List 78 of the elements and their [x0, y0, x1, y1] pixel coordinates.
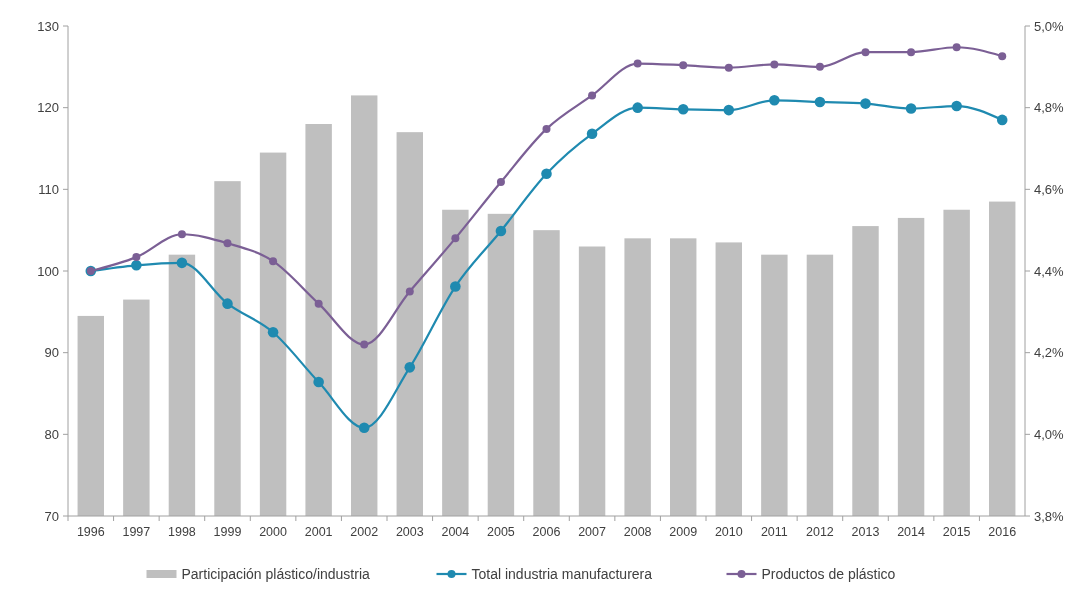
y-tick-label: 100 — [37, 263, 59, 279]
point — [404, 362, 416, 373]
y2-tick-label: 4,4% — [1034, 263, 1065, 279]
x-tick-label: 2005 — [487, 525, 515, 539]
point — [814, 96, 826, 108]
point — [998, 52, 1007, 61]
point — [632, 102, 643, 113]
point — [860, 98, 871, 109]
x-tick-label: 2003 — [395, 525, 424, 539]
x-tick-label: 1997 — [122, 525, 151, 539]
point — [542, 124, 551, 133]
y2-tick-label: 5,0% — [1034, 18, 1065, 34]
y-tick-label: 70 — [44, 508, 59, 524]
x-tick-label: 2004 — [441, 525, 470, 539]
point — [360, 340, 369, 349]
point — [496, 177, 505, 186]
point — [996, 114, 1008, 126]
point — [951, 100, 962, 112]
point — [586, 128, 598, 140]
point — [677, 104, 689, 115]
point — [223, 239, 232, 248]
point — [495, 225, 507, 237]
point — [815, 62, 824, 71]
x-tick-label: 2008 — [623, 525, 652, 539]
point — [451, 234, 460, 243]
point — [633, 59, 642, 68]
x-tick-label: 2002 — [350, 525, 379, 539]
y2-tick-label: 4,8% — [1034, 100, 1065, 116]
x-tick-label: 2010 — [714, 525, 743, 539]
point — [952, 43, 961, 52]
y2-tick-label: 4,2% — [1034, 345, 1065, 361]
x-tick-label: 2001 — [304, 525, 333, 539]
point — [861, 48, 870, 57]
point — [405, 287, 414, 296]
y-tick-label: 90 — [44, 345, 59, 361]
legend-label: Total industria manufacturera — [471, 565, 653, 582]
point — [679, 61, 688, 70]
point — [450, 281, 461, 292]
point — [131, 259, 142, 271]
legend-label: Productos de plástico — [761, 565, 896, 582]
y-tick-label: 110 — [38, 181, 59, 197]
x-tick-label: 2014 — [897, 525, 926, 539]
x-tick-label: 1998 — [168, 525, 196, 539]
point — [769, 95, 780, 106]
x-tick-label: 1996 — [76, 525, 105, 539]
y2-tick-label: 4,0% — [1034, 426, 1065, 442]
point — [724, 63, 733, 72]
x-tick-label: 2012 — [806, 525, 834, 539]
point — [907, 48, 916, 57]
y-tick-label: 80 — [44, 426, 59, 442]
x-tick-label: 2006 — [532, 525, 561, 539]
point — [358, 422, 370, 434]
x-tick-label: 2000 — [259, 525, 288, 539]
x-tick-label: 2011 — [760, 525, 788, 539]
point — [267, 326, 279, 338]
y2-tick-label: 3,8% — [1034, 508, 1065, 524]
point — [314, 299, 323, 308]
legend-label: Participación plástico/industria — [181, 565, 371, 582]
point — [177, 230, 186, 239]
x-tick-label: 2016 — [988, 525, 1017, 539]
x-tick-label: 2013 — [851, 525, 880, 539]
x-tick-label: 2009 — [669, 525, 698, 539]
y-tick-label: 130 — [37, 18, 59, 34]
point — [770, 60, 779, 69]
point — [723, 104, 735, 116]
point — [269, 257, 278, 266]
point — [905, 103, 917, 114]
x-tick-label: 2015 — [942, 525, 971, 539]
x-tick-label: 2007 — [578, 525, 607, 539]
point — [176, 257, 188, 269]
point — [541, 168, 552, 180]
y-tick-label: 120 — [37, 100, 59, 116]
point — [313, 376, 324, 388]
point — [132, 253, 141, 262]
x-tick-label: 1999 — [213, 525, 242, 539]
y2-tick-label: 4,6% — [1034, 181, 1065, 197]
point — [588, 91, 597, 100]
point — [222, 298, 233, 309]
